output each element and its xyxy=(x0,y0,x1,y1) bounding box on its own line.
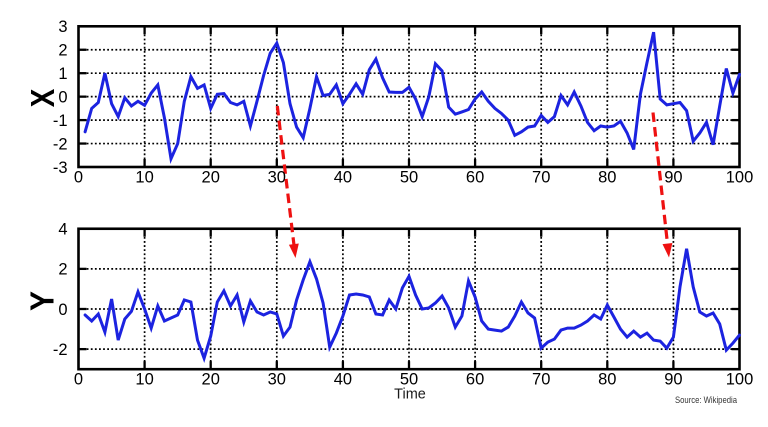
svg-text:70: 70 xyxy=(532,371,550,389)
svg-text:Y: Y xyxy=(24,291,61,311)
svg-text:100: 100 xyxy=(726,371,754,389)
svg-text:X: X xyxy=(24,89,61,108)
svg-text:90: 90 xyxy=(664,169,682,187)
svg-text:60: 60 xyxy=(466,371,484,389)
svg-text:40: 40 xyxy=(334,371,352,389)
svg-text:10: 10 xyxy=(135,371,153,389)
svg-text:0: 0 xyxy=(74,169,83,187)
svg-text:4: 4 xyxy=(58,221,67,239)
svg-text:20: 20 xyxy=(202,169,220,187)
svg-text:50: 50 xyxy=(400,169,418,187)
svg-text:-3: -3 xyxy=(53,159,68,177)
svg-text:Source: Wikipedia: Source: Wikipedia xyxy=(675,395,738,406)
svg-text:0: 0 xyxy=(58,301,67,319)
svg-text:2: 2 xyxy=(58,42,67,60)
svg-text:10: 10 xyxy=(135,169,153,187)
svg-text:1: 1 xyxy=(58,65,67,83)
svg-text:-2: -2 xyxy=(53,341,68,359)
svg-text:80: 80 xyxy=(598,371,616,389)
svg-text:90: 90 xyxy=(664,371,682,389)
svg-text:Time: Time xyxy=(394,387,426,403)
svg-text:100: 100 xyxy=(726,169,754,187)
svg-text:-1: -1 xyxy=(53,112,68,130)
svg-text:50: 50 xyxy=(400,371,418,389)
svg-text:0: 0 xyxy=(74,371,83,389)
svg-text:60: 60 xyxy=(466,169,484,187)
svg-text:20: 20 xyxy=(202,371,220,389)
svg-text:40: 40 xyxy=(334,169,352,187)
svg-text:-2: -2 xyxy=(53,135,68,153)
svg-text:2: 2 xyxy=(58,261,67,279)
svg-text:80: 80 xyxy=(598,169,616,187)
svg-text:30: 30 xyxy=(268,371,286,389)
svg-text:3: 3 xyxy=(58,18,67,36)
svg-text:0: 0 xyxy=(58,89,67,107)
svg-text:30: 30 xyxy=(268,169,286,187)
svg-text:70: 70 xyxy=(532,169,550,187)
